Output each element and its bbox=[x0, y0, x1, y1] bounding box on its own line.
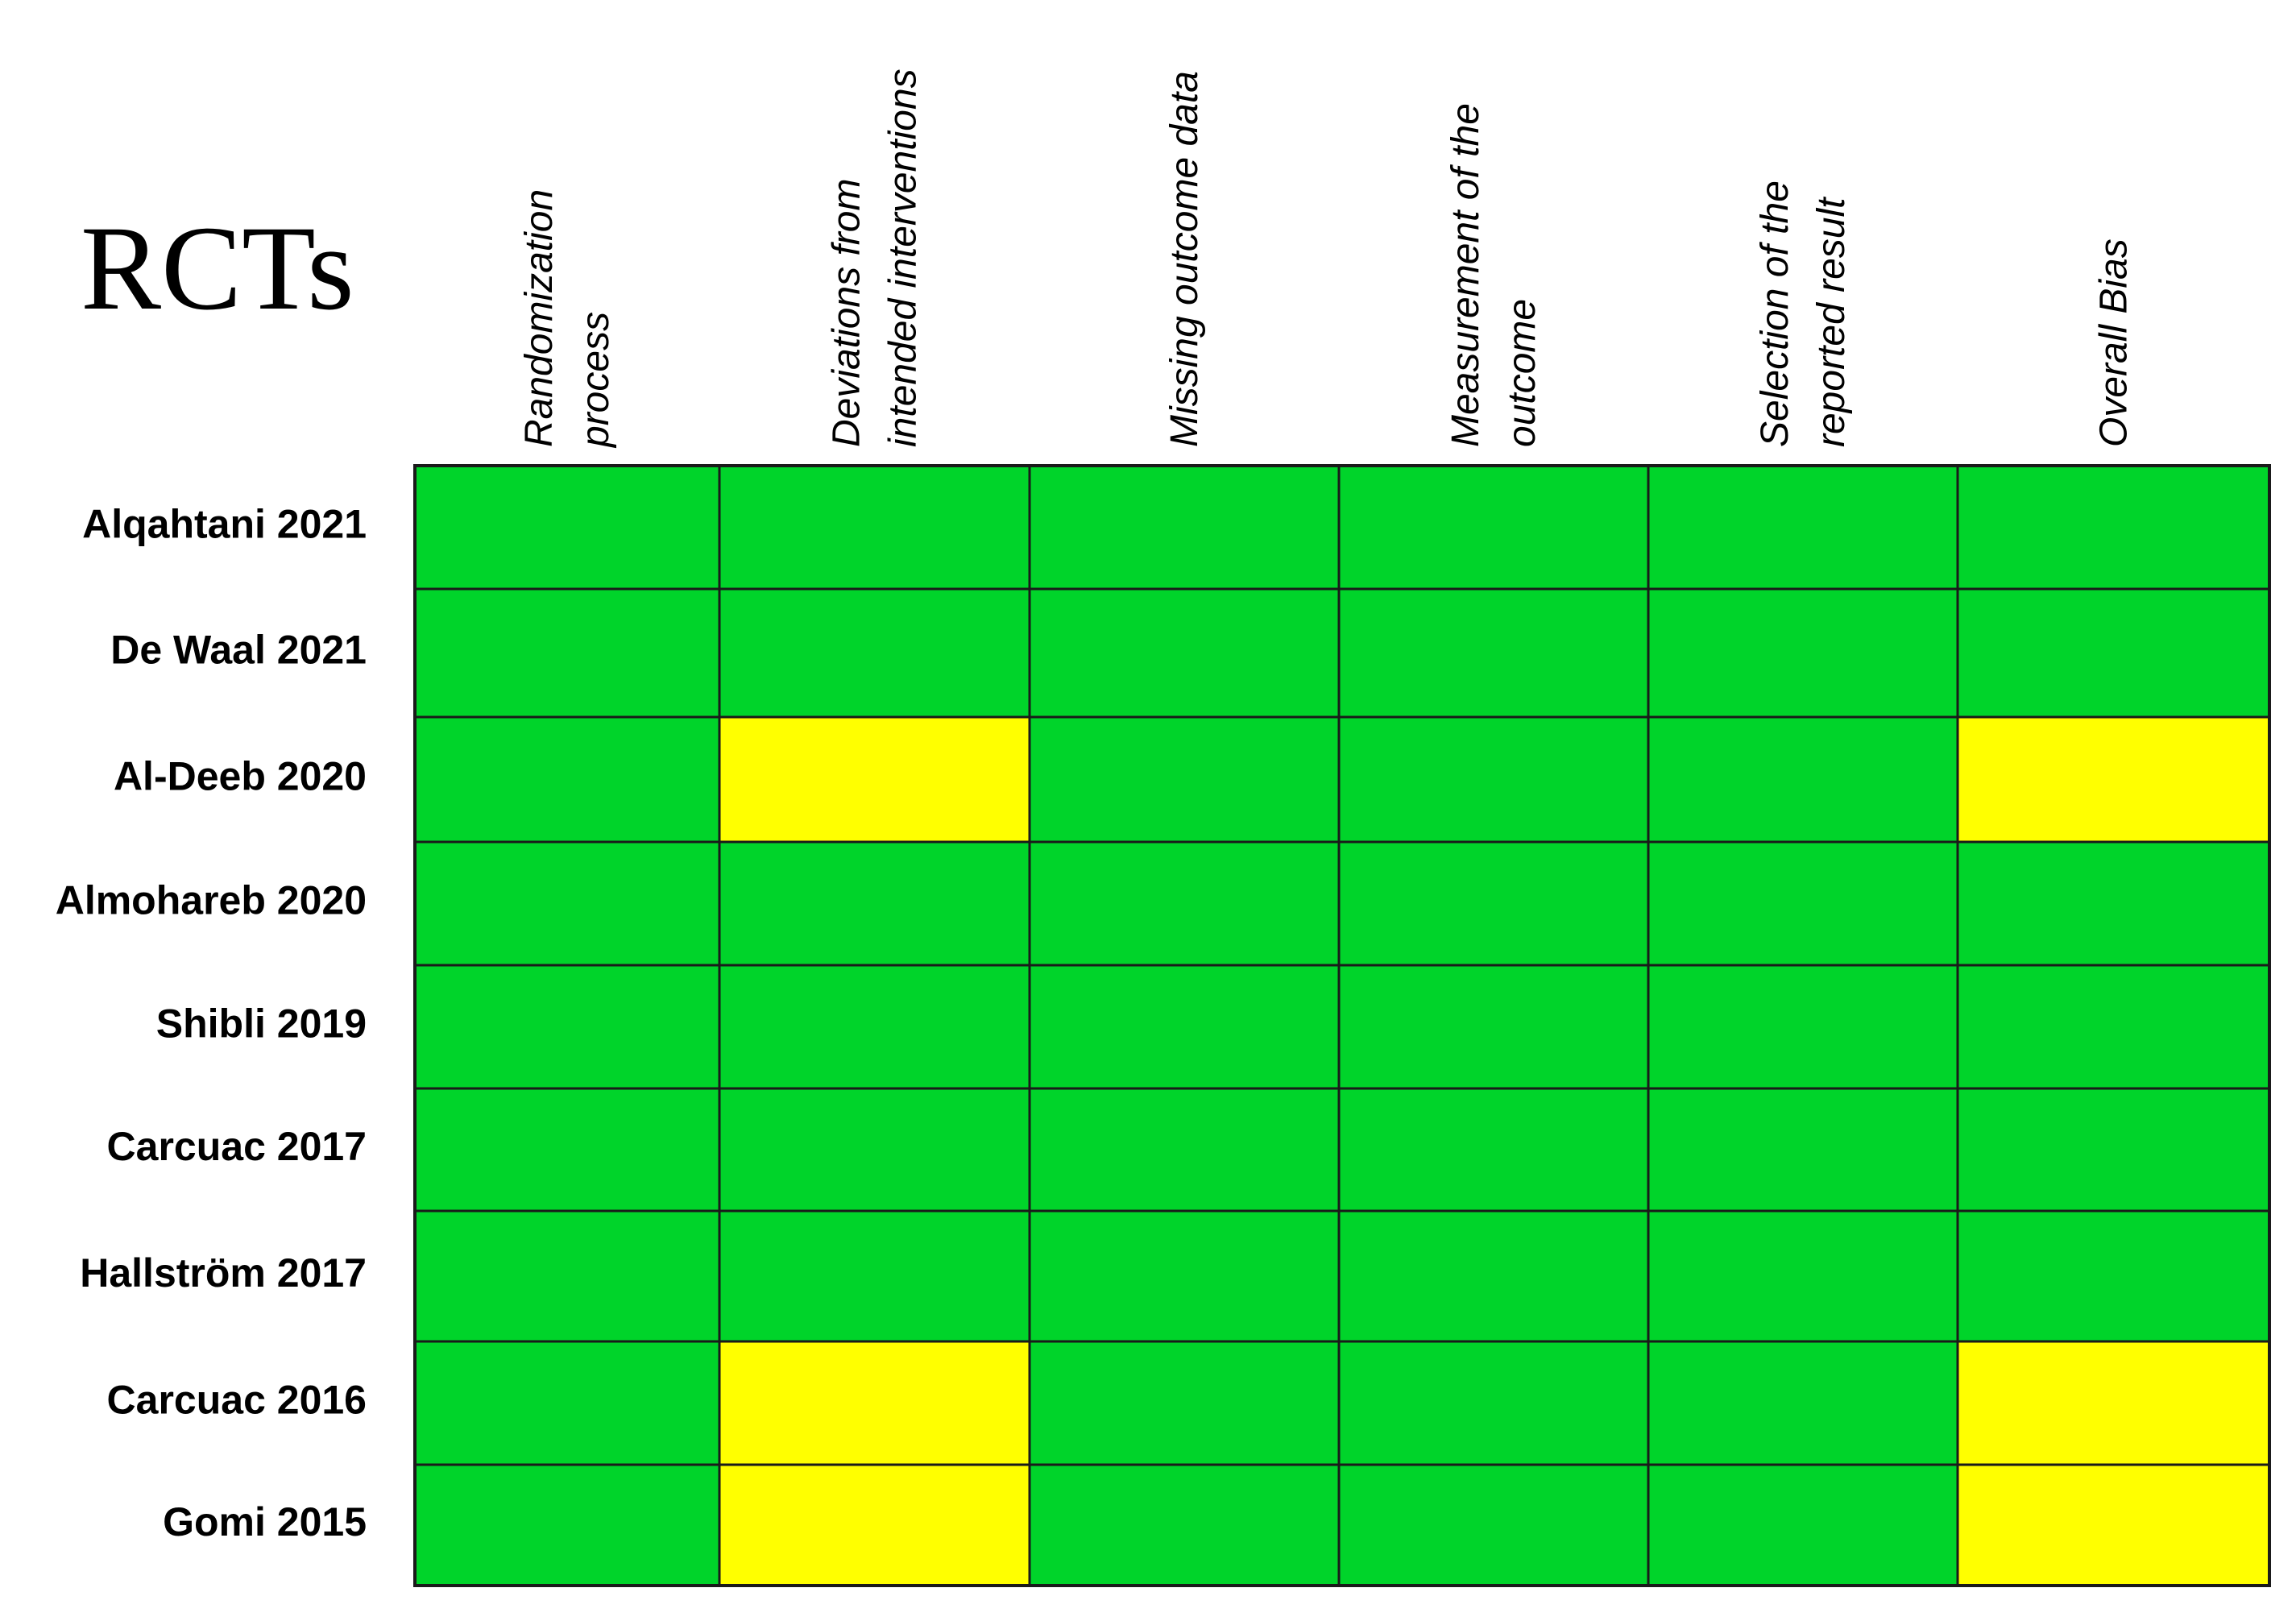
cell-r1-c1 bbox=[413, 464, 721, 591]
cell-r8-c4 bbox=[1337, 1340, 1650, 1466]
cell-r7-c6 bbox=[1956, 1209, 2271, 1343]
cell-r5-c2 bbox=[718, 964, 1031, 1090]
row-label-2: De Waal 2021 bbox=[110, 628, 367, 673]
cell-r3-c1 bbox=[413, 715, 721, 844]
row-label-8: Carcuac 2016 bbox=[107, 1378, 367, 1423]
cell-r7-c1 bbox=[413, 1209, 721, 1343]
cell-r1-c4 bbox=[1337, 464, 1650, 591]
cell-r9-c1 bbox=[413, 1463, 721, 1587]
row-label-1: Alqahtani 2021 bbox=[82, 502, 367, 547]
cell-r4-c2 bbox=[718, 840, 1031, 967]
cell-r4-c1 bbox=[413, 840, 721, 967]
cell-r4-c5 bbox=[1647, 840, 1959, 967]
cell-r3-c6 bbox=[1956, 715, 2271, 844]
row-labels: Alqahtani 2021 De Waal 2021 Al-Deeb 2020 Al… bbox=[56, 502, 367, 1545]
cell-r8-c3 bbox=[1028, 1340, 1341, 1466]
column-label-2-line-1: Deviations from bbox=[826, 179, 868, 447]
row-label-4: Almohareb 2020 bbox=[56, 878, 367, 923]
row-label-9: Gomi 2015 bbox=[163, 1499, 367, 1544]
cell-r5-c4 bbox=[1337, 964, 1650, 1090]
cell-r9-c2 bbox=[718, 1463, 1031, 1587]
cell-r2-c5 bbox=[1647, 587, 1959, 719]
cell-r3-c3 bbox=[1028, 715, 1341, 844]
cell-r2-c2 bbox=[718, 587, 1031, 719]
cell-r5-c3 bbox=[1028, 964, 1341, 1090]
cell-r2-c3 bbox=[1028, 587, 1341, 719]
column-label-4-line-1: Measurement of the bbox=[1444, 103, 1487, 447]
cell-r5-c6 bbox=[1956, 964, 2271, 1090]
cell-r6-c3 bbox=[1028, 1087, 1341, 1213]
cell-r3-c5 bbox=[1647, 715, 1959, 844]
cell-r3-c4 bbox=[1337, 715, 1650, 844]
cell-r7-c3 bbox=[1028, 1209, 1341, 1343]
column-label-6-line-1: Overall Bias bbox=[2093, 238, 2136, 447]
cell-r7-c4 bbox=[1337, 1209, 1650, 1343]
cell-r7-c5 bbox=[1647, 1209, 1959, 1343]
cell-r1-c2 bbox=[718, 464, 1031, 591]
cell-r8-c1 bbox=[413, 1340, 721, 1466]
row-label-6: Carcuac 2017 bbox=[107, 1124, 367, 1169]
cell-r8-c6 bbox=[1956, 1340, 2271, 1466]
cell-r6-c2 bbox=[718, 1087, 1031, 1213]
cell-r4-c4 bbox=[1337, 840, 1650, 967]
cell-r9-c6 bbox=[1956, 1463, 2271, 1587]
cell-r2-c6 bbox=[1956, 587, 2271, 719]
cell-r1-c3 bbox=[1028, 464, 1341, 591]
cell-r4-c3 bbox=[1028, 840, 1341, 967]
cell-r7-c2 bbox=[718, 1209, 1031, 1343]
column-label-3-line-1: Missing outcome data bbox=[1163, 71, 1206, 447]
cell-r8-c5 bbox=[1647, 1340, 1959, 1466]
cell-r2-c1 bbox=[413, 587, 721, 719]
grid-cells bbox=[413, 464, 2271, 1587]
column-label-4-line-2: outcome bbox=[1501, 299, 1544, 447]
column-labels: Randomization process Deviations from inten… bbox=[518, 68, 2136, 449]
cell-r1-c6 bbox=[1956, 464, 2271, 591]
cell-r2-c4 bbox=[1337, 587, 1650, 719]
column-label-1-line-1: Randomization bbox=[518, 189, 561, 447]
cell-r9-c3 bbox=[1028, 1463, 1341, 1587]
cell-r5-c5 bbox=[1647, 964, 1959, 1090]
row-label-7: Hallström 2017 bbox=[80, 1250, 367, 1296]
column-label-2-line-2: intended interventions bbox=[882, 68, 925, 447]
cell-r6-c4 bbox=[1337, 1087, 1650, 1213]
column-label-1-line-2: process bbox=[574, 312, 617, 449]
column-label-5-line-1: Selection of the bbox=[1754, 180, 1797, 447]
cell-r6-c5 bbox=[1647, 1087, 1959, 1213]
cell-r6-c6 bbox=[1956, 1087, 2271, 1213]
cell-r1-c5 bbox=[1647, 464, 1959, 591]
cell-r9-c4 bbox=[1337, 1463, 1650, 1587]
cell-r8-c2 bbox=[718, 1340, 1031, 1466]
row-label-3: Al-Deeb 2020 bbox=[114, 754, 367, 799]
cell-r3-c2 bbox=[718, 715, 1031, 844]
chart-title: RCTs bbox=[81, 201, 354, 335]
cell-r6-c1 bbox=[413, 1087, 721, 1213]
cell-r4-c6 bbox=[1956, 840, 2271, 967]
row-label-5: Shibli 2019 bbox=[156, 1001, 367, 1047]
cell-r9-c5 bbox=[1647, 1463, 1959, 1587]
grid-border bbox=[413, 464, 2271, 1587]
column-label-5-line-2: reported result bbox=[1810, 197, 1853, 447]
cell-r5-c1 bbox=[413, 964, 721, 1090]
